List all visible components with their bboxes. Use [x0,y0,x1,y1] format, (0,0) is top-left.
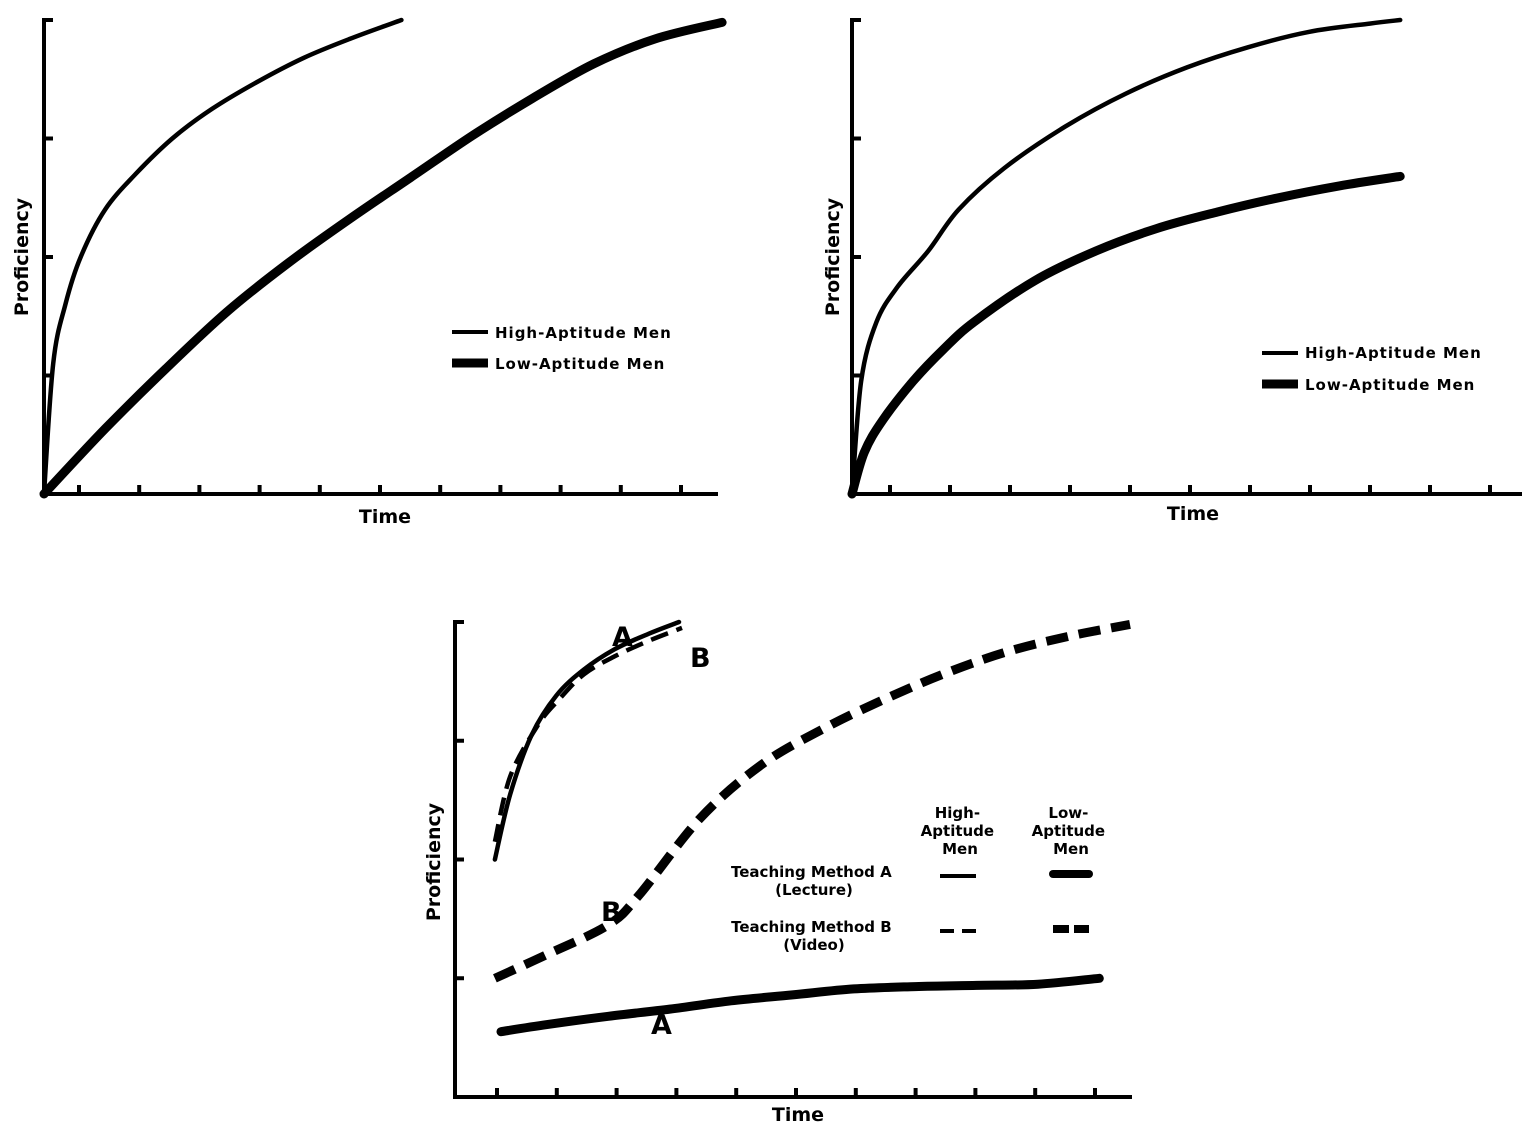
legend-label-high-aptitude: High-Aptitude Men [495,324,672,342]
legend-row-a: Teaching Method A (Lecture) [731,863,897,899]
series-line-high-aptitude-men [849,17,1403,497]
legend-row-b-line: (Video) [783,936,844,954]
legend-col-low-line: Low- [1048,804,1088,822]
panel-3-curve-labels: A B B A [601,622,711,1041]
curve-label-high-a: A [612,622,633,653]
curve-label-low-a: A [651,1010,672,1041]
panel-3-legend: High- Aptitude Men Low- Aptitude Men Tea… [731,804,1111,954]
legend-col-high-line: High- [935,804,980,822]
panel-2-legend: High-Aptitude Men Low-Aptitude Men [1262,344,1482,394]
panel-2-x-label: Time [1167,503,1219,525]
chart-panel-bottom: Time Proficiency A B B A High- Aptitude … [423,619,1132,1124]
chart-panel-top-right: Time Proficiency High-Aptitude Men Low-A… [822,17,1522,525]
series-line-method-b-high [492,625,683,843]
panel-1-y-label: Proficiency [11,197,33,316]
axis-lines [850,18,1522,496]
panel-2-marks [847,17,1522,499]
curve-label-high-b: B [690,643,711,674]
panel-1-x-label: Time [359,506,411,528]
axis-lines [453,620,1132,1099]
legend-col-high-line: Men [942,840,978,858]
panel-1-legend: High-Aptitude Men Low-Aptitude Men [452,324,672,373]
legend-col-high-line: Aptitude [921,822,994,840]
legend-row-b: Teaching Method B (Video) [731,918,897,954]
legend-col-low: Low- Aptitude Men [1032,804,1111,858]
series-line-method-a-low [496,973,1104,1037]
panel-3-y-label: Proficiency [423,802,445,921]
curve-label-low-b: B [601,897,622,928]
legend-label-low-aptitude: Low-Aptitude Men [1305,376,1475,394]
chart-panel-top-left: Time Proficiency High-Aptitude Men Low-A… [11,17,727,528]
series-line-low-aptitude-men [847,171,1405,499]
panel-3-x-label: Time [772,1104,824,1124]
panel-2-y-label: Proficiency [822,197,844,316]
series-line-method-a-high [492,619,682,862]
legend-label-high-aptitude: High-Aptitude Men [1305,344,1482,362]
legend-row-b-line: Teaching Method B [731,918,892,936]
series-line-method-b-low [493,619,1131,983]
legend-col-high: High- Aptitude Men [921,804,1000,858]
legend-col-low-line: Men [1053,840,1089,858]
legend-row-a-line: (Lecture) [775,881,853,899]
series-line-low-aptitude-men [39,17,727,499]
legend-label-low-aptitude: Low-Aptitude Men [495,355,665,373]
series-line-high-aptitude-men [41,17,404,497]
panel-1-marks [39,17,727,499]
axis-lines [42,18,718,496]
panel-3-marks [453,619,1132,1099]
legend-row-a-line: Teaching Method A [731,863,892,881]
legend-col-low-line: Aptitude [1032,822,1105,840]
